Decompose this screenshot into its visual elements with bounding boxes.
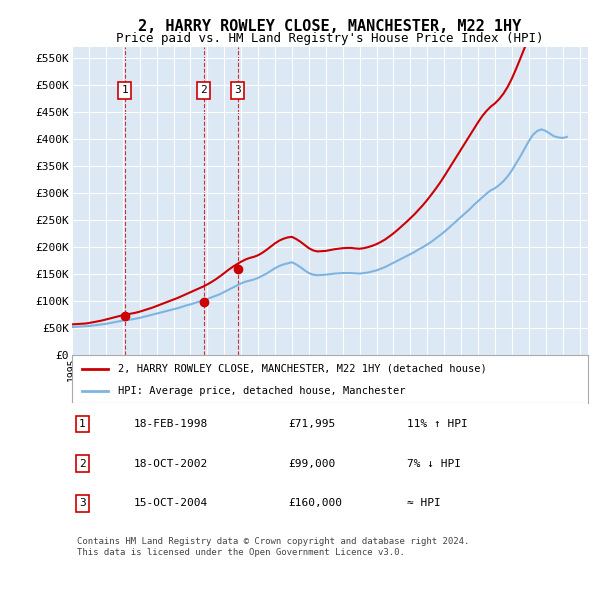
Text: 18-OCT-2002: 18-OCT-2002 (134, 458, 208, 468)
Text: 2: 2 (79, 458, 86, 468)
Text: 15-OCT-2004: 15-OCT-2004 (134, 499, 208, 509)
Text: Contains HM Land Registry data © Crown copyright and database right 2024.
This d: Contains HM Land Registry data © Crown c… (77, 537, 470, 557)
Text: 3: 3 (234, 86, 241, 96)
Text: HPI: Average price, detached house, Manchester: HPI: Average price, detached house, Manc… (118, 386, 406, 396)
Text: 1: 1 (79, 419, 86, 429)
Text: Price paid vs. HM Land Registry's House Price Index (HPI): Price paid vs. HM Land Registry's House … (116, 32, 544, 45)
Text: 2, HARRY ROWLEY CLOSE, MANCHESTER, M22 1HY (detached house): 2, HARRY ROWLEY CLOSE, MANCHESTER, M22 1… (118, 363, 487, 373)
Text: 2, HARRY ROWLEY CLOSE, MANCHESTER, M22 1HY: 2, HARRY ROWLEY CLOSE, MANCHESTER, M22 1… (139, 19, 521, 34)
Text: 11% ↑ HPI: 11% ↑ HPI (407, 419, 468, 429)
Text: 1: 1 (121, 86, 128, 96)
Text: 3: 3 (79, 499, 86, 509)
Text: £99,000: £99,000 (289, 458, 336, 468)
Text: 2: 2 (200, 86, 207, 96)
Text: ≈ HPI: ≈ HPI (407, 499, 441, 509)
Text: 18-FEB-1998: 18-FEB-1998 (134, 419, 208, 429)
Text: £160,000: £160,000 (289, 499, 343, 509)
Text: 7% ↓ HPI: 7% ↓ HPI (407, 458, 461, 468)
Text: £71,995: £71,995 (289, 419, 336, 429)
